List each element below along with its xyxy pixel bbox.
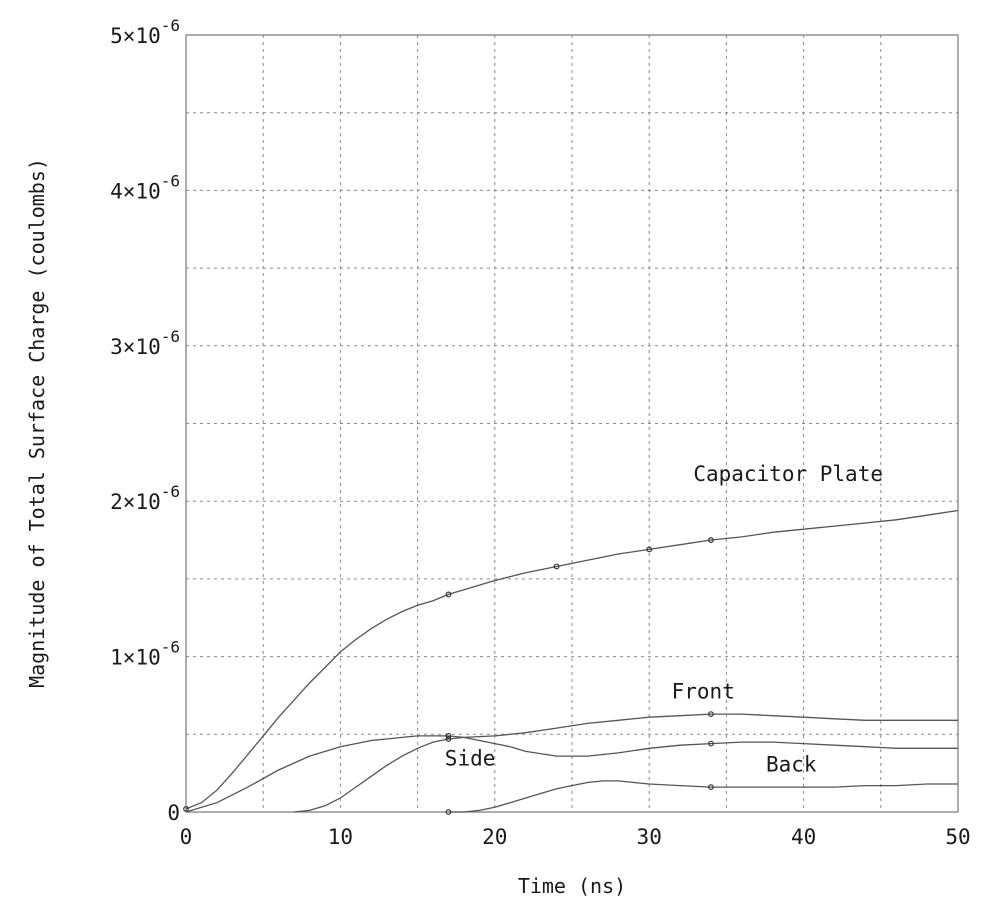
data-point-back	[708, 784, 714, 791]
curve-label-front: Front	[672, 680, 735, 704]
series-line-back	[448, 780, 958, 813]
y-axis-ticks: 0 1×10-6 2×10-6 3×10-6 4×10-6 5×10-6	[110, 16, 180, 825]
x-axis-ticks: 0 10 20 30 40 50	[180, 825, 971, 849]
series-line-side	[185, 735, 958, 813]
data-point-capacitor-plate	[553, 563, 560, 570]
curve-label-capacitor-plate: Capacitor Plate	[693, 462, 883, 486]
data-point-capacitor-plate	[445, 591, 452, 598]
y-tick-label: 3×10-6	[110, 327, 180, 359]
data-point-capacitor-plate	[646, 546, 653, 553]
curve-label-back: Back	[766, 753, 817, 777]
y-tick-label: 2×10-6	[110, 482, 180, 514]
y-tick-label: 1×10-6	[110, 638, 180, 670]
grid	[186, 35, 958, 812]
data-point-side	[708, 740, 714, 747]
x-tick-label: 50	[945, 825, 970, 849]
y-axis-title: Magnitude of Total Surface Charge (coulo…	[25, 158, 49, 688]
x-tick-label: 40	[791, 825, 816, 849]
x-axis-title: Time (ns)	[518, 874, 626, 898]
y-tick-label: 5×10-6	[110, 16, 180, 48]
series-lines	[183, 509, 959, 815]
data-point-capacitor-plate	[183, 805, 189, 812]
x-tick-label: 10	[328, 825, 353, 849]
x-tick-label: 30	[637, 825, 662, 849]
series-line-capacitor-plate	[185, 509, 959, 810]
y-tick-label: 4×10-6	[110, 171, 180, 203]
annotations: Capacitor Plate Front Side Back	[445, 462, 883, 777]
plot-frame	[185, 34, 959, 813]
series-line-front	[294, 713, 958, 813]
curve-label-side: Side	[445, 746, 496, 770]
data-point-front	[708, 711, 714, 717]
data-point-back	[445, 809, 452, 815]
data-point-side	[445, 732, 452, 739]
x-tick-label: 0	[180, 825, 193, 849]
data-point-front	[445, 736, 452, 742]
x-tick-label: 20	[482, 825, 507, 849]
y-tick-label: 0	[167, 801, 180, 825]
data-point-capacitor-plate	[708, 537, 714, 543]
